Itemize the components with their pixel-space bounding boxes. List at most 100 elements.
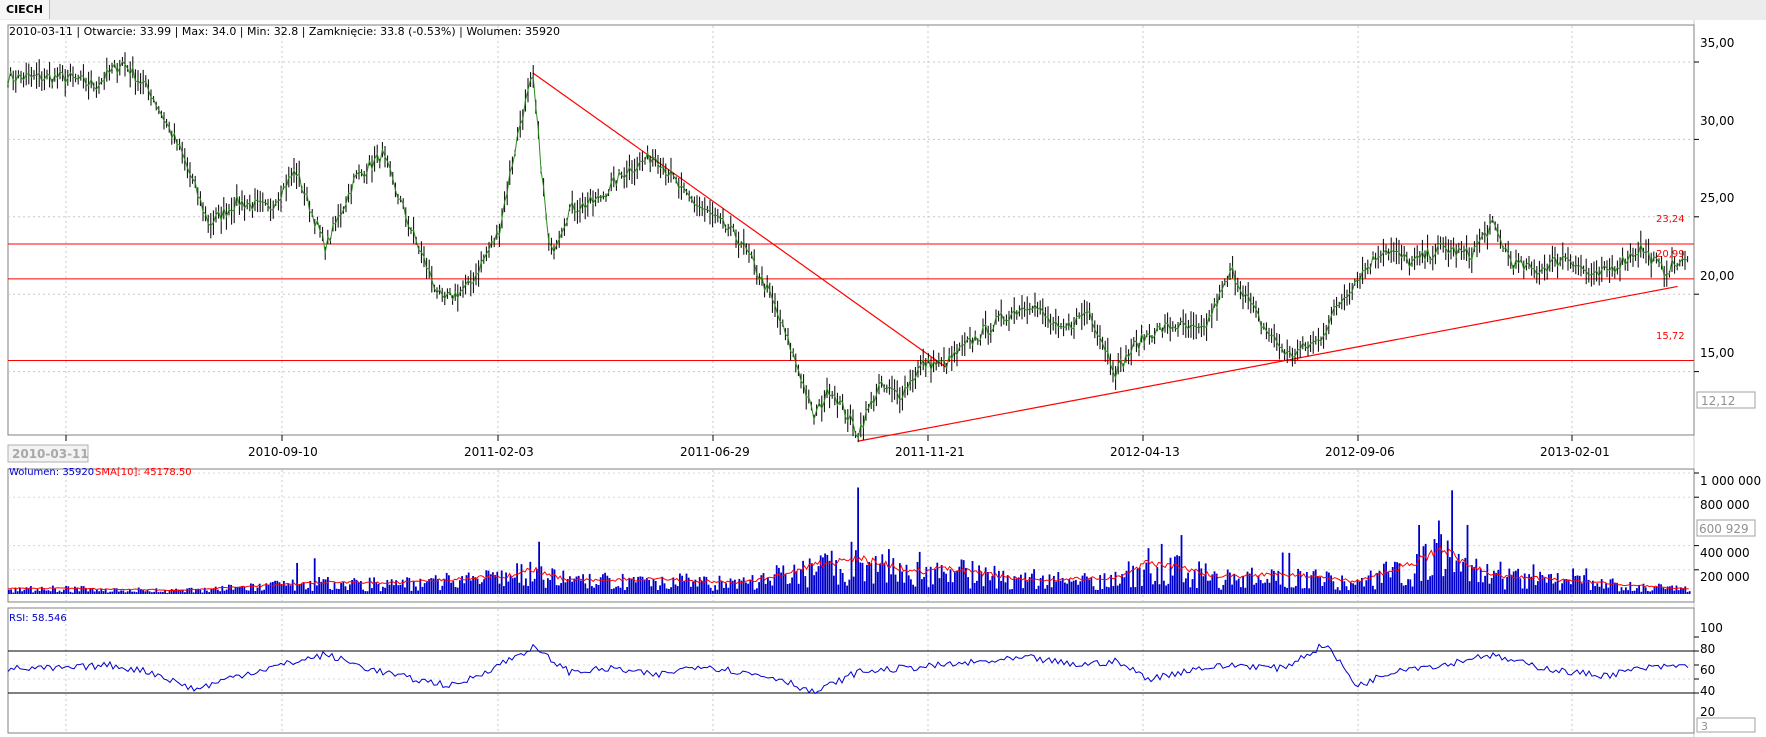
volume-bar: [740, 580, 743, 594]
volume-bar: [230, 584, 232, 594]
volume-bar: [434, 575, 437, 594]
volume-bar: [1050, 587, 1053, 594]
volume-bar: [716, 589, 719, 594]
volume-bar: [291, 579, 294, 594]
volume-bar: [1149, 573, 1152, 594]
volume-bar: [118, 591, 120, 594]
volume-bar: [918, 551, 921, 594]
rsi-y-axis: 100 80 60 40 20: [1700, 621, 1723, 719]
volume-bar: [1268, 582, 1271, 594]
volume-bar: [197, 588, 199, 594]
volume-bar: [58, 590, 61, 594]
volume-bar: [1649, 591, 1651, 594]
volume-bar: [201, 592, 204, 594]
volume-bar: [494, 575, 496, 594]
volume-bar: [1328, 572, 1330, 594]
volume-bar: [1209, 580, 1211, 594]
volume-bar: [421, 586, 424, 594]
volume-bar: [371, 588, 373, 594]
volume-bar: [1398, 563, 1401, 594]
volume-bar: [852, 576, 855, 594]
volume-bar: [1281, 552, 1284, 594]
volume-bar: [285, 585, 287, 594]
volume-bar: [1356, 579, 1359, 594]
volume-bar: [588, 573, 591, 594]
volume-bar: [107, 592, 109, 594]
volume-bar: [1039, 578, 1042, 594]
volume-bar: [927, 587, 930, 594]
volume-bar: [344, 586, 347, 594]
volume-y-axis: 1 000 000 800 000 400 000 200 000: [1700, 474, 1761, 584]
volume-bar: [93, 591, 96, 594]
volume-bar: [822, 557, 824, 594]
volume-bar: [1369, 570, 1372, 594]
volume-bar: [1048, 574, 1051, 594]
volume-bar: [142, 590, 144, 594]
volume-bar: [467, 572, 470, 594]
rsi-series: [7, 643, 1689, 695]
volume-bar: [800, 569, 802, 594]
volume-bar: [947, 581, 950, 594]
volume-bar: [459, 580, 461, 594]
volume-bar: [709, 587, 712, 594]
volume-bar: [353, 578, 356, 594]
volume-bar: [1486, 564, 1489, 594]
volume-bar: [1552, 583, 1555, 594]
volume-bar: [265, 583, 268, 594]
volume-bar: [1345, 586, 1348, 594]
volume-bar: [1156, 567, 1159, 594]
volume-bar: [1024, 572, 1027, 594]
volume-bar: [1442, 576, 1445, 594]
volume-bar: [1521, 588, 1524, 594]
volume-bar: [1204, 563, 1207, 594]
volume-bar: [835, 560, 837, 594]
volume-bar: [272, 581, 274, 594]
volume-bar: [1501, 578, 1504, 594]
volume-bar: [903, 582, 906, 594]
volume-bar: [1075, 579, 1077, 594]
volume-bar: [643, 580, 646, 594]
volume-bar: [124, 592, 127, 594]
volume-bar: [36, 589, 39, 594]
volume-bar: [181, 589, 184, 594]
volume-bar: [410, 590, 413, 594]
volume-bar: [351, 580, 353, 594]
volume-bar: [848, 579, 851, 594]
volume-bar: [815, 571, 818, 594]
volume-bar: [1163, 580, 1165, 594]
volume-bar: [1081, 575, 1084, 594]
volume-bar: [386, 579, 389, 594]
volume-bar: [1389, 577, 1392, 594]
volume-bar: [338, 588, 340, 594]
volume-bar: [1022, 588, 1024, 594]
volume-label: Wolumen: 35920: [9, 467, 94, 478]
volume-bar: [113, 588, 116, 594]
volume-bar: [720, 581, 723, 594]
volume-bar: [287, 583, 290, 594]
volume-bar: [1534, 585, 1537, 594]
volume-bar: [1629, 581, 1632, 594]
volume-bar: [1231, 584, 1233, 594]
volume-bar: [954, 572, 956, 594]
volume-bar: [140, 589, 142, 594]
chart-area[interactable]: 2010-03-11 | Otwarcie: 33.99 | Max: 34.0…: [0, 20, 1766, 737]
volume-bar: [1220, 589, 1222, 594]
volume-bar: [269, 582, 272, 594]
volume-bar: [1647, 591, 1649, 594]
volume-bar: [496, 571, 499, 594]
volume-bar: [617, 586, 620, 594]
volume-bar: [844, 581, 846, 594]
volume-bar: [773, 574, 776, 594]
volume-bar: [349, 584, 351, 594]
volume-bar: [846, 585, 848, 594]
volume-bar: [760, 575, 763, 594]
cursor-date: 2010-03-11: [12, 447, 89, 461]
volume-bar: [984, 567, 987, 594]
volume-bar: [1233, 573, 1236, 594]
volume-bar: [1607, 587, 1610, 594]
volume-bar: [214, 586, 217, 594]
volume-bar: [329, 589, 331, 594]
volume-bar: [791, 577, 793, 594]
tab-ciech[interactable]: CIECH: [0, 0, 50, 19]
volume-bar: [254, 591, 257, 594]
